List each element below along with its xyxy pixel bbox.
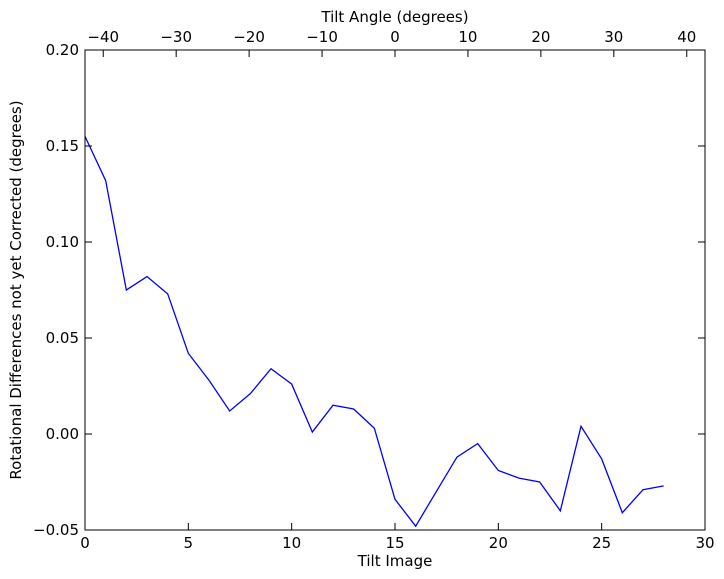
x-tick-label: 20 — [489, 534, 508, 552]
plot-area: 0 5 10 15 20 25 30 −40 −30 −20 −10 0 10 20 30 40 −0.05 0.… — [33, 28, 715, 552]
y-tick-label: 0.15 — [46, 137, 79, 155]
y-tick-label: 0.05 — [46, 329, 79, 347]
x-tick-label: 10 — [282, 534, 301, 552]
x-tick-label: 25 — [592, 534, 611, 552]
top-tick-label: −20 — [233, 28, 265, 46]
x-tick-label: 0 — [80, 534, 90, 552]
top-tick-label: 40 — [677, 28, 696, 46]
plot-frame — [84, 49, 706, 531]
series-line-0 — [84, 136, 664, 528]
top-axis-title: Tilt Angle (degrees) — [320, 8, 468, 26]
y-axis-title: Rotational Differences not yet Corrected… — [7, 100, 25, 479]
top-tick-label: 10 — [458, 28, 477, 46]
y-tick-label: 0.00 — [46, 425, 79, 443]
top-tick-label: −10 — [306, 28, 338, 46]
x-tick-label: 30 — [695, 534, 714, 552]
top-tick-label: 0 — [390, 28, 400, 46]
y-tick-label: 0.20 — [46, 41, 79, 59]
x-axis-title: Tilt Image — [357, 552, 433, 570]
y-tick-label: −0.05 — [33, 521, 79, 539]
top-tick-label: −30 — [160, 28, 192, 46]
x-tick-label: 5 — [184, 534, 194, 552]
x-tick-label: 15 — [385, 534, 404, 552]
top-tick-label: 30 — [604, 28, 623, 46]
top-tick-label: −40 — [87, 28, 119, 46]
top-tick-label: 20 — [531, 28, 550, 46]
y-tick-label: 0.10 — [46, 233, 79, 251]
